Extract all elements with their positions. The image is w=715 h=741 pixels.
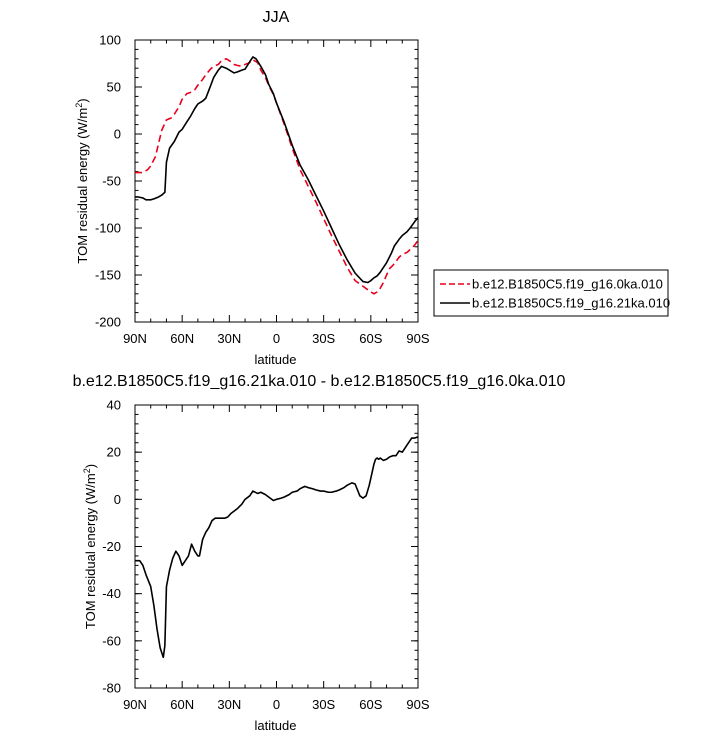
series-line-0 [135, 58, 418, 295]
y-tick-label: -200 [95, 315, 121, 330]
top-panel-jja: JJA 90N 60N 30N 0 30S 60S 90S -200 -150 -100 -50 0 50… [74, 9, 670, 367]
x-tick-label: 90S [406, 331, 429, 346]
y-tick-label: -60 [102, 633, 121, 648]
plot-frame [134, 404, 419, 689]
x-tick-label: 90N [123, 331, 147, 346]
x-tick-label: 30S [312, 331, 335, 346]
legend: b.e12.B1850C5.f19_g16.0ka.010 b.e12.B1850… [433, 269, 670, 317]
chart-title: JJA [263, 9, 290, 26]
x-tick-label: 90S [406, 697, 429, 712]
y-tick-label: -150 [95, 268, 121, 283]
x-tick-label: 60S [359, 331, 382, 346]
x-tick-label: 30S [312, 697, 335, 712]
x-tick-label: 60S [359, 697, 382, 712]
y-axis-label: TOM residual energy (W/m2) [82, 464, 98, 629]
y-tick-label: 0 [114, 492, 121, 507]
y-axis-label: TOM residual energy (W/m2) [74, 98, 90, 263]
legend-entry-1: b.e12.B1850C5.f19_g16.21ka.010 [472, 296, 670, 311]
legend-entry-0: b.e12.B1850C5.f19_g16.0ka.010 [472, 277, 663, 292]
bottom-panel-difference: b.e12.B1850C5.f19_g16.21ka.010 - b.e12.B… [73, 373, 566, 733]
plot-frame [134, 39, 419, 323]
y-tick-label: -50 [102, 174, 121, 189]
legend-box [433, 269, 669, 317]
series-line-0 [135, 436, 418, 659]
x-axis-label: latitude [255, 718, 297, 733]
y-tick-label: -80 [102, 681, 121, 696]
x-tick-label: 90N [123, 697, 147, 712]
y-tick-label: -20 [102, 539, 121, 554]
series-line-1 [135, 56, 418, 284]
y-tick-label: 100 [99, 33, 121, 48]
y-tick-label: 0 [114, 127, 121, 142]
y-tick-label: -40 [102, 586, 121, 601]
x-tick-label: 60N [170, 697, 194, 712]
y-tick-label: -100 [95, 221, 121, 236]
x-tick-label: 0 [273, 697, 280, 712]
x-axis-label: latitude [255, 352, 297, 367]
y-tick-label: 40 [107, 398, 121, 413]
x-tick-label: 60N [170, 331, 194, 346]
x-tick-label: 30N [217, 697, 241, 712]
y-tick-label: 20 [107, 445, 121, 460]
y-tick-label: 50 [107, 80, 121, 95]
x-tick-label: 30N [217, 331, 241, 346]
x-tick-label: 0 [273, 331, 280, 346]
chart-title: b.e12.B1850C5.f19_g16.21ka.010 - b.e12.B… [73, 373, 566, 390]
